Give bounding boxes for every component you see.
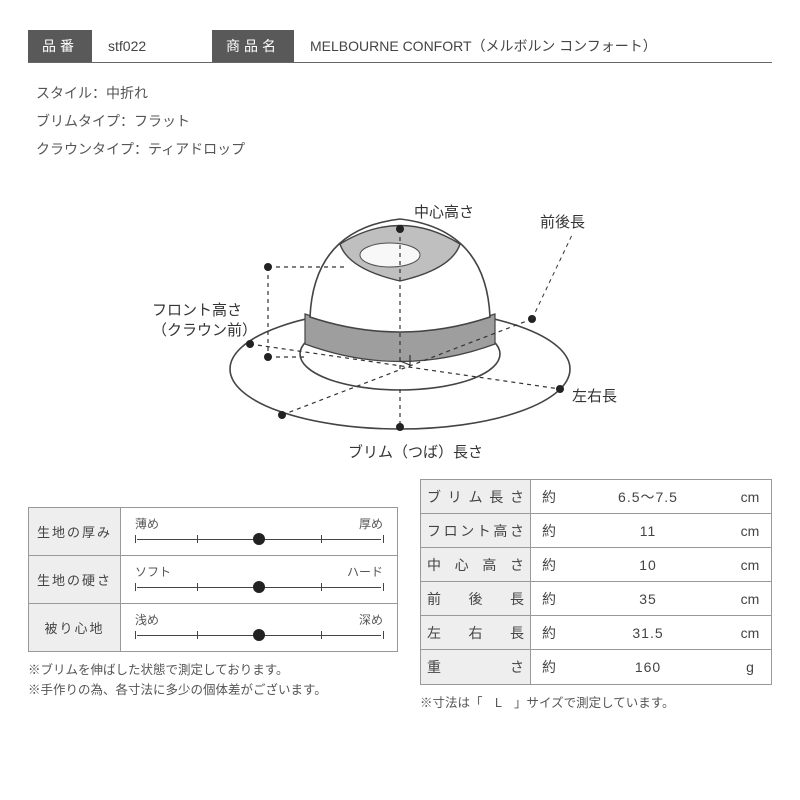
hat-diagram: 中心高さ前後長フロント高さ （クラウン前） 左右長ブリム（つば）長さ [28,169,772,469]
measurement-unit: cm [729,480,771,513]
measurement-label: 中心高さ [421,548,531,581]
measurement-row: 前後長約35cm [421,582,771,616]
measurement-approx: 約 [531,616,567,649]
measurement-value: 6.5～7.5 [567,480,729,513]
slider-min: ソフト [135,563,171,580]
measurement-label: フロント高さ [421,514,531,547]
slider-knob [253,629,265,641]
slider-track: 薄め 厚め [121,509,397,554]
slider-row: 被り心地浅め 深め [29,604,397,651]
slider-max: ハード [347,563,383,580]
spec-crown-type: クラウンタイプ：ティアドロップ [36,135,772,163]
measurement-unit: cm [729,582,771,615]
measurement-unit: cm [729,548,771,581]
slider-row: 生地の厚み薄め 厚め [29,508,397,556]
slider-track: ソフト ハード [121,557,397,602]
sliders-table: 生地の厚み薄め 厚め生地の硬さソフト ハード被り心地浅め 深め [28,507,398,652]
svg-text:フロント高さ: フロント高さ [152,302,242,319]
measurement-value: 11 [567,514,729,547]
name-label: 商品名 [212,30,294,62]
measurement-value: 35 [567,582,729,615]
slider-footnote-1: ※ブリムを伸ばした状態で測定しております。 [28,660,398,680]
svg-text:左右長: 左右長 [572,388,617,405]
slider-max: 深め [359,611,383,628]
svg-text:ブリム（つば）長さ: ブリム（つば）長さ [348,443,483,461]
measurement-label: ブリム長さ [421,480,531,513]
spec-style: スタイル：中折れ [36,79,772,107]
measurement-value: 31.5 [567,616,729,649]
slider-label: 生地の硬さ [29,556,121,603]
measurement-unit: cm [729,514,771,547]
slider-min: 薄め [135,515,159,532]
specs-block: スタイル：中折れ ブリムタイプ：フラット クラウンタイプ：ティアドロップ [36,79,772,163]
slider-track: 浅め 深め [121,605,397,650]
slider-max: 厚め [359,515,383,532]
measurement-value: 10 [567,548,729,581]
measurement-footnote: ※寸法は「 L 」サイズで測定しています。 [420,693,772,713]
measurement-row: フロント高さ約11cm [421,514,771,548]
measurement-approx: 約 [531,514,567,547]
measurement-unit: g [729,650,771,684]
product-header: 品番 stf022 商品名 MELBOURNE CONFORT（メルボルン コン… [28,30,772,63]
measurements-table: ブリム長さ約6.5～7.5cmフロント高さ約11cm中心高さ約10cm前後長約3… [420,479,772,685]
name-value: MELBOURNE CONFORT（メルボルン コンフォート） [294,30,673,62]
measurement-unit: cm [729,616,771,649]
slider-footnote-2: ※手作りの為、各寸法に多少の個体差がございます。 [28,680,398,700]
measurement-value: 160 [567,650,729,684]
measurement-row: ブリム長さ約6.5～7.5cm [421,480,771,514]
code-label: 品番 [28,30,92,62]
measurement-label: 前後長 [421,582,531,615]
measurement-label: 重さ [421,650,531,684]
spec-brim-type: ブリムタイプ：フラット [36,107,772,135]
slider-label: 被り心地 [29,604,121,651]
code-value: stf022 [92,32,212,60]
measurement-approx: 約 [531,480,567,513]
measurement-approx: 約 [531,582,567,615]
slider-label: 生地の厚み [29,508,121,555]
measurement-approx: 約 [531,548,567,581]
measurement-approx: 約 [531,650,567,684]
measurement-row: 重さ約160g [421,650,771,684]
svg-text:中心高さ: 中心高さ [414,204,474,221]
slider-knob [253,533,265,545]
slider-knob [253,581,265,593]
measurement-label: 左右長 [421,616,531,649]
svg-text:（クラウン前）: （クラウン前） [152,322,257,339]
svg-text:前後長: 前後長 [540,214,585,231]
measurement-row: 中心高さ約10cm [421,548,771,582]
slider-row: 生地の硬さソフト ハード [29,556,397,604]
slider-min: 浅め [135,611,159,628]
measurement-row: 左右長約31.5cm [421,616,771,650]
